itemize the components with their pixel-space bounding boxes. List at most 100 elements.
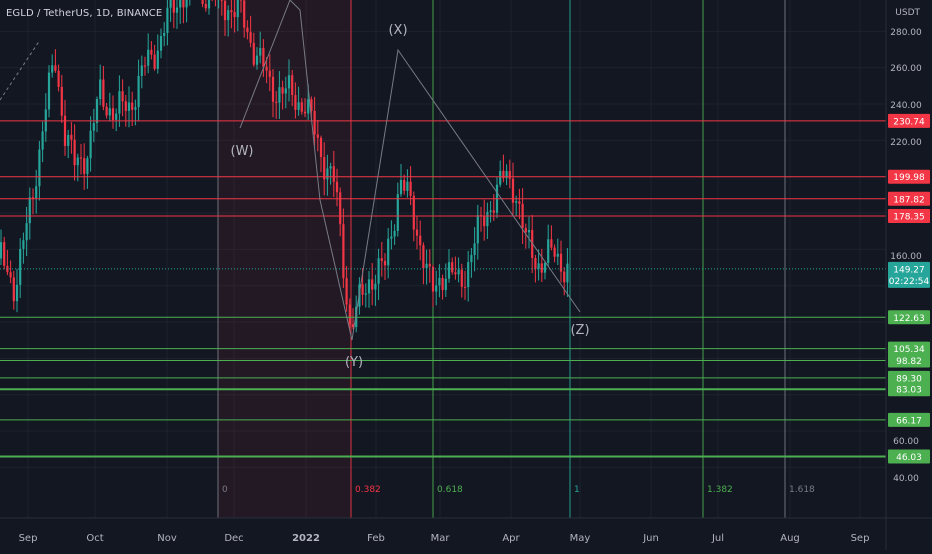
candle-body xyxy=(32,197,34,198)
candle-body xyxy=(461,270,463,287)
candle-body xyxy=(234,12,236,17)
support-level-tag-label: 46.03 xyxy=(896,453,922,463)
support-level-tag-label: 122.63 xyxy=(893,314,925,324)
candle-body xyxy=(541,263,543,272)
time-zone-shading xyxy=(218,0,351,518)
candle-body xyxy=(227,10,229,20)
candle-body xyxy=(342,224,344,278)
candle-body xyxy=(464,287,466,288)
candle-body xyxy=(554,248,556,257)
candle-body xyxy=(262,48,264,67)
wave-dashed-line[interactable] xyxy=(0,40,40,100)
candle-body xyxy=(202,0,204,4)
candle-body xyxy=(326,168,328,179)
price-axis-tick-label: 60.00 xyxy=(893,437,919,447)
candle-body xyxy=(445,279,447,290)
support-level-tag-label: 83.03 xyxy=(896,386,922,396)
time-axis-tick-label: Apr xyxy=(502,533,520,544)
time-axis-tick-label: Aug xyxy=(780,533,800,544)
grid xyxy=(0,0,886,518)
candle-body xyxy=(368,279,370,293)
candle-body xyxy=(365,293,367,294)
symbol-title[interactable]: EGLD / TetherUS, 1D, BINANCE xyxy=(6,8,162,19)
candle-body xyxy=(518,201,520,204)
candle-body xyxy=(378,258,380,283)
candle-body xyxy=(528,230,530,232)
candle-body xyxy=(410,182,412,196)
candle-body xyxy=(314,111,316,134)
time-axis-tick-label: Mar xyxy=(431,533,451,544)
candle-body xyxy=(339,192,341,224)
candle-body xyxy=(221,0,223,1)
wave-label[interactable]: (Y) xyxy=(345,355,363,370)
candle-body xyxy=(474,243,476,255)
wave-label[interactable]: (Z) xyxy=(570,323,589,338)
candle-body xyxy=(323,157,325,179)
candle-body xyxy=(403,180,405,191)
candle-body xyxy=(269,71,271,77)
candle-body xyxy=(115,114,117,120)
candle-body xyxy=(19,249,21,285)
candle-body xyxy=(26,223,28,240)
candle-body xyxy=(246,28,248,32)
candle-body xyxy=(467,262,469,287)
candle-body xyxy=(0,242,2,258)
candle-body xyxy=(413,196,415,230)
candle-body xyxy=(266,67,268,71)
candle-body xyxy=(272,77,274,102)
resistance-level-tag-label: 187.82 xyxy=(893,195,925,205)
support-level-tag-label: 66.17 xyxy=(896,416,922,426)
candle-body xyxy=(29,197,31,223)
candle-body xyxy=(256,56,258,65)
candle-body xyxy=(128,103,130,111)
candle-body xyxy=(99,79,101,99)
candle-body xyxy=(122,91,124,101)
candle-body xyxy=(173,0,175,13)
resistance-level-tag-label: 178.35 xyxy=(893,213,925,223)
candle-body xyxy=(259,48,261,56)
candle-body xyxy=(170,0,172,8)
candle-body xyxy=(394,231,396,237)
candle-body xyxy=(138,76,140,107)
support-level-tag-label: 98.82 xyxy=(896,357,922,367)
candle-body xyxy=(93,123,95,131)
current-price-label: 149.27 xyxy=(893,265,925,275)
wave-label[interactable]: (X) xyxy=(388,23,407,38)
candle-body xyxy=(58,71,60,87)
time-axis-tick-label: Jul xyxy=(711,533,724,544)
time-axis-tick-label: Oct xyxy=(86,533,103,544)
resistance-level-tag-label: 230.74 xyxy=(893,117,925,127)
candle-body xyxy=(90,131,92,159)
candle-body xyxy=(490,210,492,211)
candle-body xyxy=(118,91,120,113)
candle-body xyxy=(301,102,303,111)
currency-label[interactable]: USDT xyxy=(895,8,920,18)
candle-body xyxy=(374,284,376,290)
price-axis[interactable]: 280.00260.00240.00220.00160.0060.0040.00… xyxy=(886,0,932,550)
candle-body xyxy=(102,79,104,106)
wave-label[interactable]: (W) xyxy=(231,144,254,159)
candle-body xyxy=(48,73,50,110)
candle-body xyxy=(483,216,485,226)
resistance-level-tag-label: 199.98 xyxy=(893,173,925,183)
candle-body xyxy=(346,278,348,304)
candle-body xyxy=(74,140,76,165)
candle-body xyxy=(42,131,44,149)
fib-level-label: 1 xyxy=(574,485,580,495)
candle-body xyxy=(61,87,63,116)
candle-body xyxy=(230,10,232,12)
price-axis-tick-label: 280.00 xyxy=(890,28,922,38)
candle-body xyxy=(186,0,188,7)
candle-body xyxy=(362,284,364,294)
candle-body xyxy=(333,166,335,182)
candle-body xyxy=(515,201,517,203)
time-axis-tick-label: Dec xyxy=(224,533,243,544)
candle-body xyxy=(16,285,18,301)
candle-body xyxy=(96,99,98,123)
candle-body xyxy=(544,263,546,273)
candle-body xyxy=(432,267,434,292)
candle-body xyxy=(451,262,453,272)
